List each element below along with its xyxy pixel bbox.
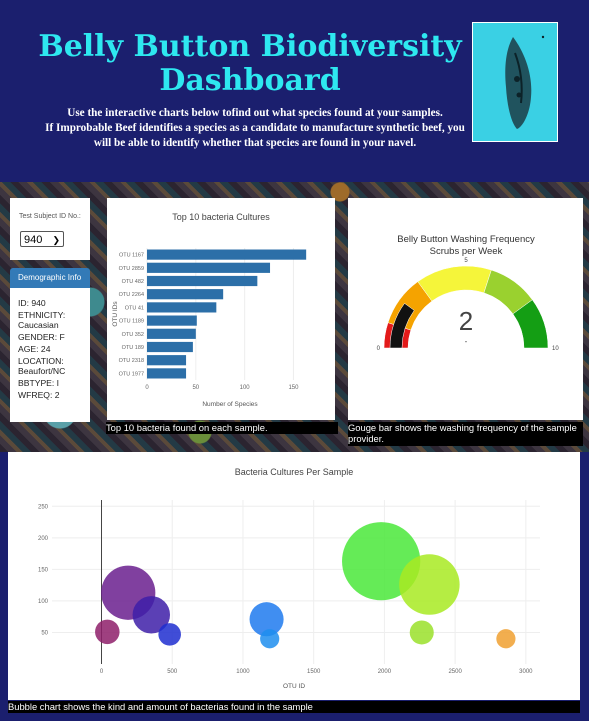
bubble-y-tick-1: 100 <box>38 599 49 605</box>
bar-chart-panel: Top 10 bacteria Cultures 0 50 100 150 OTU 116… <box>107 198 335 420</box>
bar-otu-1977 <box>147 368 187 379</box>
intro-text: Use the interactive charts below tofind … <box>40 106 470 151</box>
gauge-panel: Belly Button Washing Frequency Scrubs per… <box>348 198 583 420</box>
subject-panel: Test Subject ID No.: 940 ❯ <box>10 198 90 260</box>
subject-id-value: 940 <box>24 234 43 246</box>
bar-otu-1167 <box>147 249 307 260</box>
bubble-x-tick-4: 2000 <box>378 669 392 675</box>
bar-otu-482 <box>147 275 258 287</box>
bubble-y-tick-3: 200 <box>38 536 49 542</box>
gauge-caption: Gouge bar shows the washing frequency of… <box>348 422 583 446</box>
gauge-band-4 <box>512 299 549 349</box>
bar-chart-title: Top 10 bacteria Cultures <box>172 212 270 222</box>
subject-id-select[interactable]: 940 ❯ <box>20 231 64 247</box>
bar-y-tick-6: OTU 352 <box>122 332 144 338</box>
gauge-tick-0: 0 <box>377 346 381 352</box>
bar-x-tick-2: 100 <box>240 385 251 391</box>
bubble-chart[interactable]: Bacteria Cultures Per Sample 50 100 150 200 2… <box>8 452 580 700</box>
gauge-value: 2 <box>459 306 473 336</box>
bubble-y-tick-0: 50 <box>41 630 48 636</box>
bubble-x-tick-3: 1500 <box>307 669 321 675</box>
bar-caption: Top 10 bacteria found on each sample. <box>106 422 338 434</box>
demo-location: LOCATION: Beaufort/NC <box>18 356 66 376</box>
bubble-point-4 <box>249 602 284 637</box>
bar-y-tick-7: OTU 189 <box>122 345 144 351</box>
bar-x-label: Number of Species <box>202 401 258 408</box>
bar-y-tick-4: OTU 41 <box>125 305 144 311</box>
bubble-point-7 <box>409 620 434 645</box>
bar-x-tick-3: 150 <box>288 385 299 391</box>
bar-y-tick-2: OTU 482 <box>122 279 144 285</box>
gauge-tick-2: 10 <box>552 346 559 352</box>
bacteria-photo <box>472 22 558 142</box>
demographic-panel: ID: 940 ETHNICITY: Caucasian GENDER: F A… <box>10 288 90 422</box>
bubble-point-8 <box>399 554 460 615</box>
gauge-delta: - <box>465 337 468 346</box>
bar-y-tick-9: OTU 1977 <box>119 371 144 377</box>
demo-id: ID: 940 <box>18 298 46 308</box>
bar-y-tick-5: OTU 1189 <box>119 319 144 325</box>
demographic-header: Demographic Info <box>10 268 90 288</box>
bar-y-label: OTU IDs <box>112 301 119 327</box>
bubble-chart-panel: Bacteria Cultures Per Sample 50 100 150 200 2… <box>8 452 580 700</box>
bubble-point-3 <box>158 623 181 646</box>
bar-y-tick-8: OTU 2318 <box>119 358 144 364</box>
bar-otu-2859 <box>147 262 271 273</box>
bubble-x-tick-5: 2500 <box>448 669 462 675</box>
bubble-x-label: OTU ID <box>283 683 305 690</box>
bubble-y-tick-2: 150 <box>38 567 49 573</box>
bubble-point-0 <box>95 619 120 645</box>
demo-gender: GENDER: F <box>18 332 65 342</box>
bar-otu-189 <box>147 341 193 353</box>
bubble-caption: Bubble chart shows the kind and amount o… <box>8 701 580 713</box>
bubble-x-tick-1: 500 <box>167 669 178 675</box>
gauge-band-2 <box>417 265 492 302</box>
intro-line-2: If Improbable Beef identifies a species … <box>45 122 465 149</box>
bar-y-tick-3: OTU 2264 <box>119 292 144 298</box>
demo-bbtype: BBTYPE: I <box>18 378 60 388</box>
bacteria-image <box>505 35 545 129</box>
gauge-tick-1: 5 <box>464 258 468 264</box>
demographic-list: ID: 940 ETHNICITY: Caucasian GENDER: F A… <box>18 298 90 402</box>
gauge-value-bar <box>389 302 415 349</box>
bar-otu-1189 <box>147 315 197 326</box>
bar-y-tick-1: OTU 2859 <box>119 266 144 272</box>
gauge-subtitle: Scrubs per Week <box>430 246 503 257</box>
bar-otu-2318 <box>147 355 187 366</box>
bar-chart[interactable]: Top 10 bacteria Cultures 0 50 100 150 OTU 116… <box>107 198 335 420</box>
subject-label: Test Subject ID No.: <box>19 213 81 220</box>
bar-y-tick-0: OTU 1167 <box>119 253 144 259</box>
bar-otu-2264 <box>147 289 224 300</box>
bubble-chart-title: Bacteria Cultures Per Sample <box>235 467 354 477</box>
header: Belly Button Biodiversity Dashboard Use … <box>0 0 589 182</box>
bar-otu-41 <box>147 302 217 313</box>
bubble-point-2 <box>132 596 171 634</box>
demo-ethnicity: ETHNICITY: Caucasian <box>18 310 66 330</box>
bubble-y-tick-4: 250 <box>38 504 49 510</box>
bubble-point-9 <box>496 629 516 649</box>
intro-line-1: Use the interactive charts below tofind … <box>67 107 443 119</box>
bar-x-tick-0: 0 <box>145 385 149 391</box>
bar-otu-352 <box>147 328 196 339</box>
page-title: Belly Button Biodiversity Dashboard <box>38 29 462 98</box>
bubble-x-tick-2: 1000 <box>236 669 250 675</box>
chevron-down-icon: ❯ <box>52 235 60 245</box>
gauge-title: Belly Button Washing Frequency <box>397 234 535 245</box>
bubble-point-5 <box>260 629 280 649</box>
bubble-x-tick-0: 0 <box>100 669 104 675</box>
demo-wfreq: WFREQ: 2 <box>18 390 60 400</box>
bubble-x-tick-6: 3000 <box>519 669 533 675</box>
bar-x-tick-1: 50 <box>192 385 199 391</box>
demo-age: AGE: 24 <box>18 344 51 354</box>
